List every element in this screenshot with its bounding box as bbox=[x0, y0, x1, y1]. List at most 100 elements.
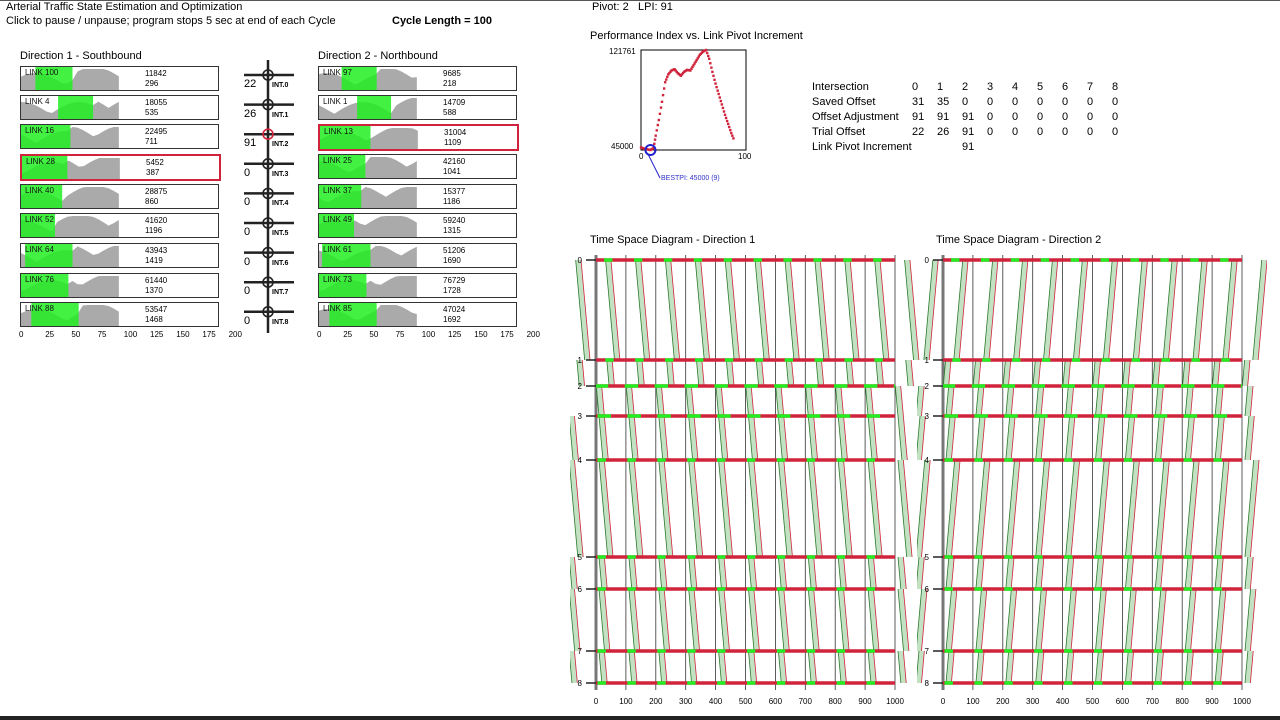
green-band bbox=[917, 557, 925, 589]
green-band bbox=[975, 460, 990, 557]
table-cell: 0 bbox=[1037, 111, 1044, 123]
green-band bbox=[1005, 651, 1015, 683]
link-panel[interactable]: LINK 40 28875 860 bbox=[20, 184, 219, 209]
green-band bbox=[628, 460, 643, 557]
row-label: Link Pivot Increment bbox=[812, 141, 912, 153]
green-band bbox=[598, 651, 608, 683]
time-space-diagram-direction-1: 0 1 2 3 4 5 6 7 8 0 100 200 300 400 500 600 700 800 900 100… bbox=[570, 255, 920, 706]
link-axis-tick: 100 bbox=[123, 330, 138, 339]
green-band bbox=[1185, 460, 1200, 557]
table-row: Saved Offset 31 35 0 0 0 0 0 0 0 bbox=[812, 95, 1137, 110]
link-panel[interactable]: LINK 88 53547 1468 bbox=[20, 302, 219, 327]
link-values: 28875 860 bbox=[145, 187, 167, 207]
green-band bbox=[1095, 589, 1107, 651]
tsd-x-label: 100 bbox=[966, 697, 980, 706]
tsd-y-label: 5 bbox=[578, 553, 583, 562]
link-name: LINK 85 bbox=[323, 304, 352, 313]
lpi-label: LPI: 91 bbox=[638, 1, 673, 13]
green-band bbox=[1005, 589, 1017, 651]
pi-point bbox=[713, 78, 716, 82]
link-name: LINK 97 bbox=[323, 68, 352, 77]
pi-ymin: 45000 bbox=[611, 142, 634, 151]
table-cell: 35 bbox=[937, 96, 950, 108]
link-panel[interactable]: LINK 25 42160 1041 bbox=[318, 154, 517, 179]
link-values: 14709 588 bbox=[443, 98, 465, 118]
green-band bbox=[1244, 589, 1256, 651]
pi-point bbox=[656, 123, 660, 127]
link-values: 51206 1690 bbox=[443, 246, 465, 266]
green-band bbox=[1185, 589, 1197, 651]
intersection-marker bbox=[262, 69, 274, 81]
link-panel[interactable]: LINK 97 9685 218 bbox=[318, 66, 517, 91]
link-profile bbox=[21, 274, 119, 297]
tsd-y-label: 6 bbox=[578, 585, 583, 594]
intersection-marker bbox=[262, 276, 274, 288]
link-panel[interactable]: LINK 100 11842 296 bbox=[20, 66, 219, 91]
link-values: 47024 1692 bbox=[443, 305, 465, 325]
trial-offset: 0 bbox=[244, 226, 251, 238]
green-band bbox=[755, 260, 770, 360]
link-panel[interactable]: LINK 49 59240 1315 bbox=[318, 213, 517, 238]
table-cell: 0 bbox=[1112, 126, 1119, 138]
link-panel[interactable]: LINK 85 47024 1692 bbox=[318, 302, 517, 327]
green-band bbox=[695, 260, 710, 360]
link-panel[interactable]: LINK 37 15377 1186 bbox=[318, 184, 517, 209]
link-name: LINK 4 bbox=[25, 97, 50, 106]
link-panel[interactable]: LINK 4 18055 535 bbox=[20, 95, 219, 120]
table-cell: 7 bbox=[1087, 81, 1094, 93]
link-volume: 14709 bbox=[443, 98, 466, 107]
link-panel[interactable]: LINK 61 51206 1690 bbox=[318, 243, 517, 268]
table-cell: 0 bbox=[1112, 111, 1119, 123]
table-cell: 0 bbox=[1012, 111, 1019, 123]
link-panel[interactable]: LINK 16 22495 711 bbox=[20, 124, 219, 149]
link-values: 53547 1468 bbox=[145, 305, 167, 325]
trial-offset: 0 bbox=[244, 314, 251, 327]
intersection-label: INT.0 bbox=[272, 82, 289, 89]
link-panel[interactable]: LINK 73 76729 1728 bbox=[318, 273, 517, 298]
tsd2-title: Time Space Diagram - Direction 2 bbox=[936, 234, 1102, 246]
link-profile bbox=[21, 96, 119, 119]
link-panel[interactable]: LINK 1 14709 588 bbox=[318, 95, 517, 120]
intersection-marker bbox=[262, 217, 274, 229]
pi-point bbox=[714, 82, 717, 85]
link-axis-tick: 50 bbox=[369, 330, 379, 339]
instructions[interactable]: Click to pause / unpause; program stops … bbox=[6, 15, 336, 27]
tsd-x-label: 0 bbox=[594, 697, 599, 706]
link-profile bbox=[21, 125, 119, 148]
tsd-x-label: 300 bbox=[1026, 697, 1040, 706]
green-band bbox=[983, 260, 999, 360]
link-panel[interactable]: LINK 13 31004 1109 bbox=[318, 124, 519, 151]
tsd-y-label: 7 bbox=[925, 647, 930, 656]
green-band bbox=[897, 651, 907, 683]
green-band bbox=[1095, 557, 1104, 589]
green-band bbox=[1222, 260, 1238, 360]
link-volume: 28875 bbox=[145, 187, 168, 196]
link-volume: 15377 bbox=[443, 187, 466, 196]
green-band bbox=[778, 460, 793, 557]
link-panel[interactable]: LINK 64 43943 1419 bbox=[20, 243, 219, 268]
green-band bbox=[814, 260, 830, 360]
link-values: 41620 1196 bbox=[145, 216, 167, 236]
row-label: Offset Adjustment bbox=[812, 111, 899, 123]
link-panel[interactable]: LINK 76 61440 1370 bbox=[20, 273, 219, 298]
table-cell: 91 bbox=[962, 111, 975, 123]
pi-point bbox=[720, 103, 724, 106]
tsd-x-label: 900 bbox=[858, 697, 872, 706]
green-band bbox=[1103, 260, 1118, 360]
table-cell: 3 bbox=[987, 81, 994, 93]
green-band bbox=[628, 651, 638, 683]
green-band bbox=[688, 416, 699, 460]
green-band bbox=[1133, 260, 1148, 360]
table-cell bbox=[1062, 140, 1087, 155]
link-panel[interactable]: LINK 28 5452 387 bbox=[20, 154, 221, 181]
pi-point bbox=[691, 65, 694, 69]
window-top-border bbox=[0, 0, 1280, 1]
green-band bbox=[917, 460, 931, 557]
green-band bbox=[1244, 651, 1254, 683]
green-band bbox=[1252, 260, 1267, 360]
pi-xmin: 0 bbox=[639, 152, 644, 161]
ladder-graphic bbox=[244, 60, 294, 333]
tsd-x-label: 1000 bbox=[1233, 697, 1251, 706]
link-panel[interactable]: LINK 52 41620 1196 bbox=[20, 213, 219, 238]
tsd-y-label: 4 bbox=[578, 456, 583, 465]
